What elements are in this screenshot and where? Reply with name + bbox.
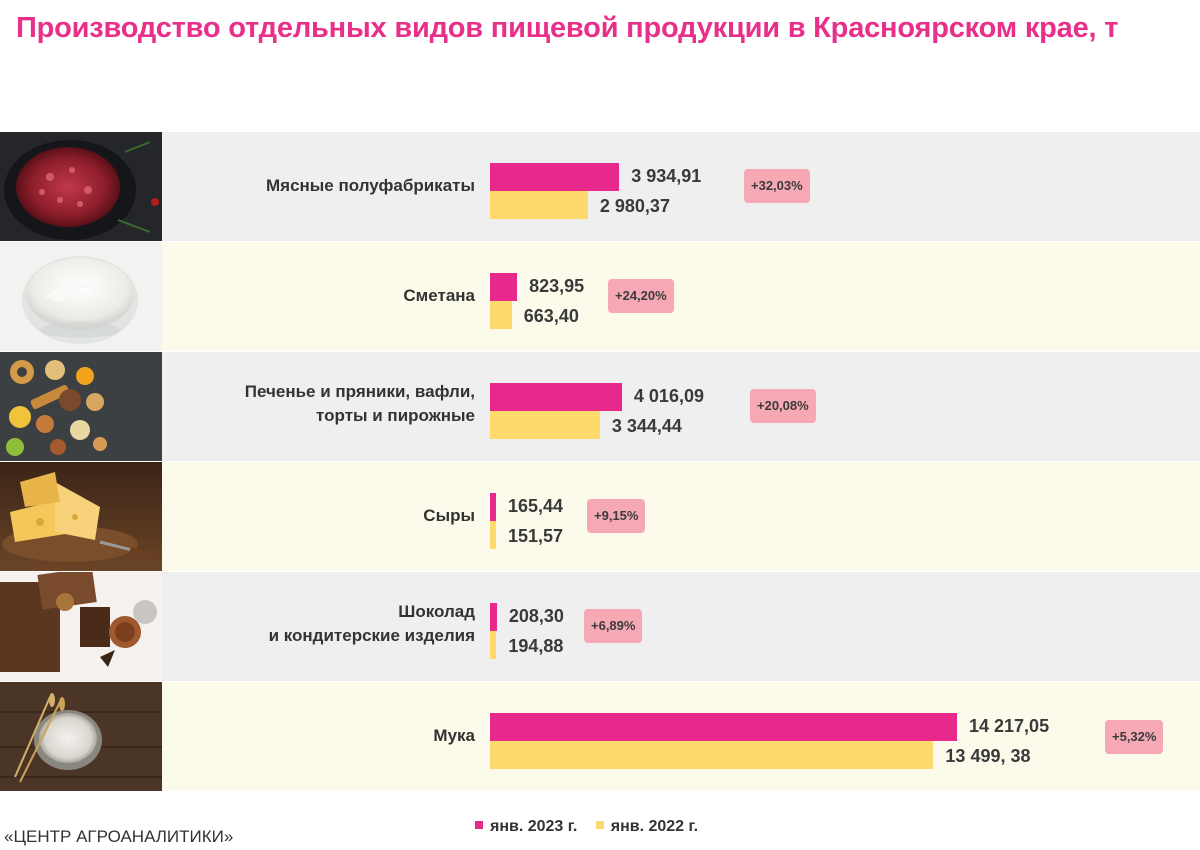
value-label-2023: 4 016,09 xyxy=(633,386,704,406)
legend-label-current: янв. 2023 г. xyxy=(490,818,578,835)
legend-swatch-previous xyxy=(595,821,604,829)
change-badge: +5,32% xyxy=(1105,720,1164,754)
category-label-line: торты и пирожные xyxy=(316,406,475,425)
chart-row: Шоколад и кондитерские изделия 208,30 194,8… xyxy=(0,572,1200,681)
category-label-line: Сыры xyxy=(423,506,475,525)
value-label-2022: 2 980,37 xyxy=(599,196,670,216)
category-label: Шоколад и кондитерские изделия xyxy=(155,600,475,648)
category-label: Сыры xyxy=(155,504,475,528)
value-label-2023: 165,44 xyxy=(508,496,564,516)
category-label: Мука xyxy=(155,724,475,748)
legend-item-previous: янв. 2022 г. xyxy=(595,818,699,835)
category-label-line: Мука xyxy=(433,726,475,745)
bar-2023 xyxy=(490,603,497,631)
bar-2023 xyxy=(490,273,518,301)
value-label-2022: 663,40 xyxy=(523,306,579,326)
category-label-line: Печенье и пряники, вафли, xyxy=(244,382,475,401)
category-label-line: Мясные полуфабрикаты xyxy=(265,176,475,195)
chart-title: Производство отдельных видов пищевой про… xyxy=(16,12,1119,44)
change-badge: +24,20% xyxy=(608,279,674,313)
value-label-2023: 14 217,05 xyxy=(969,716,1050,736)
chart-row: Сметана 823,95 663,40 +24,20% xyxy=(0,242,1200,351)
legend: янв. 2023 г. янв. 2022 г. xyxy=(475,818,712,836)
bar-2023 xyxy=(490,493,496,521)
category-label: Печенье и пряники, вафли, торты и пирожны… xyxy=(155,380,475,428)
value-label-2022: 194,88 xyxy=(508,636,564,656)
legend-item-current: янв. 2023 г. xyxy=(475,818,577,835)
chocolate-photo xyxy=(0,572,162,681)
change-badge: +32,03% xyxy=(744,169,810,203)
cookies-photo xyxy=(0,352,162,461)
source-credit: «ЦЕНТР АГРОАНАЛИТИКИ» xyxy=(4,827,234,846)
bar-2022 xyxy=(490,411,600,439)
category-label-line: Сметана xyxy=(403,286,475,305)
chart-row: Сыры 165,44 151,57 +9,15% xyxy=(0,462,1200,571)
value-label-2022: 3 344,44 xyxy=(611,416,682,436)
category-label: Сметана xyxy=(155,284,475,308)
legend-swatch-current xyxy=(475,821,483,829)
bar-2022 xyxy=(490,191,588,219)
value-label-2023: 208,30 xyxy=(508,606,564,626)
legend-label-previous: янв. 2022 г. xyxy=(610,818,699,835)
bar-2022 xyxy=(490,301,512,329)
change-badge: +20,08% xyxy=(750,389,816,423)
bar-2022 xyxy=(490,521,496,549)
category-label-line: Шоколад xyxy=(398,602,475,621)
value-label-2023: 823,95 xyxy=(529,276,585,296)
value-label-2022: 151,57 xyxy=(508,526,564,546)
sour-cream-photo xyxy=(0,242,162,351)
value-label-2023: 3 934,91 xyxy=(631,166,702,186)
change-badge: +6,89% xyxy=(584,609,643,643)
bar-2022 xyxy=(490,741,934,769)
cheese-photo xyxy=(0,462,162,571)
flour-photo xyxy=(0,682,162,791)
category-label: Мясные полуфабрикаты xyxy=(155,174,475,198)
chart-row: Мука 14 217,05 13 499, 38 +5,32% xyxy=(0,682,1200,791)
chart-row: Мясные полуфабрикаты 3 934,91 2 980,37 +32,… xyxy=(0,132,1200,241)
bar-2023 xyxy=(490,163,620,191)
value-label-2022: 13 499, 38 xyxy=(945,746,1031,766)
change-badge: +9,15% xyxy=(587,499,646,533)
category-label-line: и кондитерские изделия xyxy=(268,626,475,645)
bar-2022 xyxy=(490,631,497,659)
bar-2023 xyxy=(490,383,622,411)
bar-2023 xyxy=(490,713,957,741)
chart-row: Печенье и пряники, вафли, торты и пирожны… xyxy=(0,352,1200,461)
minced-meat-photo xyxy=(0,132,162,241)
